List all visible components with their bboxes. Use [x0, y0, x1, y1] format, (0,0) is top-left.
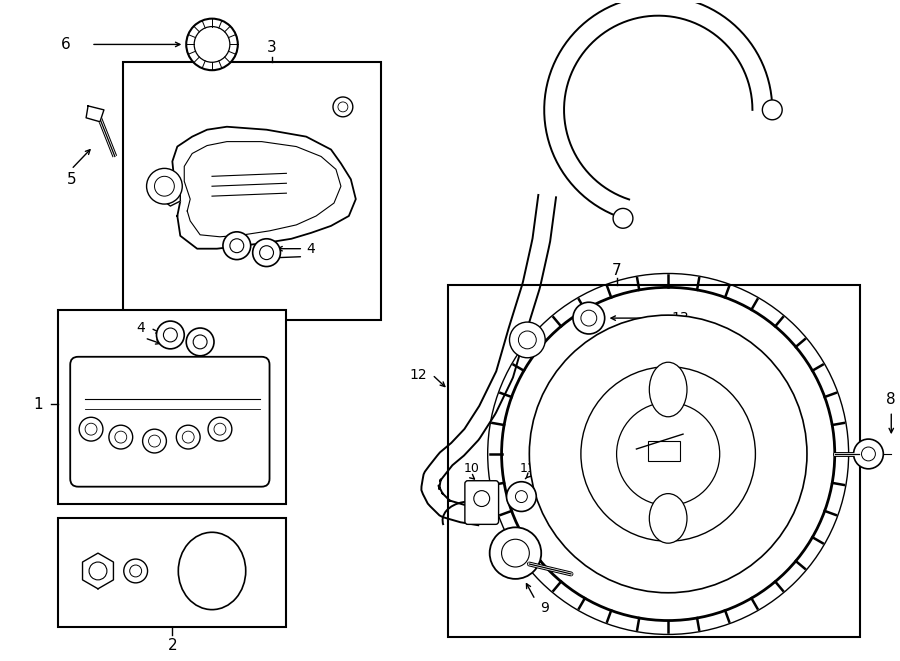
FancyBboxPatch shape: [70, 357, 269, 486]
Circle shape: [176, 425, 200, 449]
Circle shape: [616, 403, 720, 506]
Polygon shape: [173, 127, 356, 249]
Text: 10: 10: [464, 462, 480, 475]
Text: 11: 11: [519, 462, 536, 475]
Circle shape: [529, 315, 807, 593]
Circle shape: [183, 431, 194, 443]
Circle shape: [490, 527, 541, 579]
Circle shape: [130, 565, 141, 577]
Circle shape: [516, 490, 527, 502]
Text: 3: 3: [266, 40, 276, 55]
Ellipse shape: [178, 532, 246, 609]
Text: 6: 6: [60, 37, 70, 52]
Circle shape: [762, 100, 782, 120]
Polygon shape: [86, 106, 104, 122]
FancyBboxPatch shape: [465, 481, 499, 524]
Circle shape: [501, 288, 834, 621]
Ellipse shape: [649, 494, 687, 543]
Circle shape: [86, 423, 97, 435]
Circle shape: [157, 321, 184, 349]
Circle shape: [124, 559, 148, 583]
Circle shape: [214, 423, 226, 435]
Text: 1: 1: [33, 397, 43, 412]
Bar: [58, 310, 286, 504]
Polygon shape: [83, 553, 113, 589]
Bar: [648, 441, 680, 461]
Circle shape: [580, 367, 755, 541]
Circle shape: [509, 322, 545, 358]
Circle shape: [473, 490, 490, 506]
Bar: [58, 518, 286, 627]
Circle shape: [613, 208, 633, 228]
Circle shape: [333, 97, 353, 117]
Circle shape: [79, 417, 103, 441]
Bar: [448, 286, 860, 637]
Polygon shape: [158, 173, 180, 206]
Circle shape: [155, 176, 175, 196]
Circle shape: [853, 439, 883, 469]
Circle shape: [148, 435, 160, 447]
Circle shape: [142, 429, 166, 453]
Circle shape: [89, 562, 107, 580]
Circle shape: [186, 19, 238, 70]
Circle shape: [573, 302, 605, 334]
Text: 8: 8: [886, 392, 896, 407]
Text: 12: 12: [410, 368, 427, 381]
Text: 7: 7: [612, 263, 621, 278]
Circle shape: [194, 26, 230, 62]
Ellipse shape: [649, 362, 687, 417]
Text: 9: 9: [540, 601, 549, 615]
Circle shape: [194, 335, 207, 349]
Circle shape: [580, 310, 597, 326]
Circle shape: [259, 246, 274, 260]
Circle shape: [518, 331, 536, 349]
Circle shape: [338, 102, 348, 112]
Circle shape: [501, 539, 529, 567]
Text: 13: 13: [671, 311, 688, 325]
Circle shape: [186, 328, 214, 356]
Text: 4: 4: [136, 321, 145, 335]
Circle shape: [208, 417, 232, 441]
Text: 5: 5: [67, 172, 76, 187]
Circle shape: [109, 425, 132, 449]
Circle shape: [230, 239, 244, 253]
Circle shape: [164, 328, 177, 342]
Circle shape: [253, 239, 281, 266]
Bar: [122, 62, 381, 320]
Ellipse shape: [187, 541, 237, 601]
Circle shape: [507, 482, 536, 512]
Circle shape: [115, 431, 127, 443]
Circle shape: [861, 447, 876, 461]
Text: 2: 2: [167, 638, 177, 653]
Text: 4: 4: [307, 242, 316, 256]
Circle shape: [223, 232, 251, 260]
Circle shape: [147, 169, 183, 204]
